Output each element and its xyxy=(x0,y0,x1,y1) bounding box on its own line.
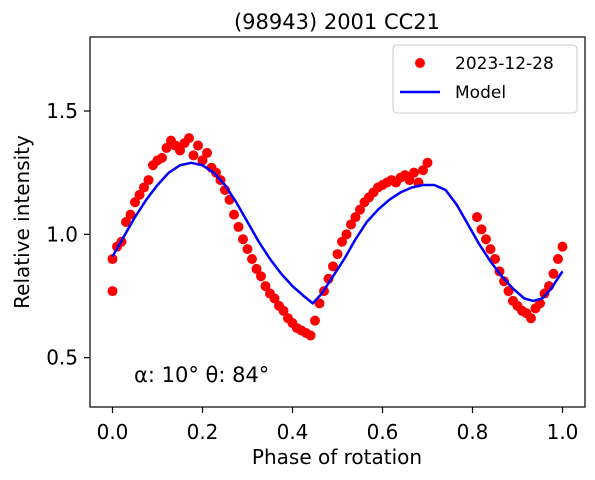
data-point-4 xyxy=(121,217,131,227)
data-point-74 xyxy=(481,234,491,245)
data-point-72 xyxy=(472,212,482,223)
data-point-56 xyxy=(355,204,365,215)
data-point-16 xyxy=(175,145,185,156)
data-point-20 xyxy=(193,140,203,151)
data-point-71 xyxy=(422,157,433,168)
data-point-28 xyxy=(229,209,239,220)
data-point-47 xyxy=(314,298,325,309)
data-point-91 xyxy=(557,241,568,252)
data-point-67 xyxy=(404,175,415,186)
data-point-50 xyxy=(328,261,338,272)
data-point-51 xyxy=(332,249,343,260)
data-point-33 xyxy=(251,263,262,274)
x-tick-label-1: 0.2 xyxy=(187,420,219,444)
x-tick-label-3: 0.6 xyxy=(367,420,399,444)
model-line xyxy=(111,161,564,305)
data-point-89 xyxy=(548,268,559,279)
y-axis: 0.5 1.0 1.5 xyxy=(46,99,90,370)
data-point-30 xyxy=(238,234,248,245)
x-axis: 0.0 0.2 0.4 0.6 0.8 1.0 xyxy=(97,407,579,444)
data-point-37 xyxy=(269,293,280,304)
data-point-73 xyxy=(476,224,487,235)
data-point-0 xyxy=(107,286,118,297)
data-point-22 xyxy=(202,147,212,158)
x-tick-label-0: 0.0 xyxy=(97,420,129,444)
data-point-68 xyxy=(409,167,419,178)
y-tick-label-1: 1.0 xyxy=(46,222,78,246)
data-point-84 xyxy=(526,313,536,324)
data-point-87 xyxy=(539,288,550,299)
data-point-46 xyxy=(310,315,320,326)
data-point-9 xyxy=(143,175,154,186)
y-tick-label-2: 1.5 xyxy=(46,99,78,123)
data-point-1 xyxy=(107,254,118,264)
data-point-78 xyxy=(499,276,509,287)
data-point-53 xyxy=(341,229,352,240)
data-point-45 xyxy=(305,330,316,341)
data-point-35 xyxy=(260,281,271,292)
legend: 2023-12-28 Model xyxy=(392,44,578,114)
legend-label-model: Model xyxy=(455,83,506,103)
data-point-34 xyxy=(256,271,266,282)
data-point-21 xyxy=(197,155,208,166)
y-axis-label: Relative intensity xyxy=(10,135,34,309)
data-point-5 xyxy=(125,209,136,220)
data-point-12 xyxy=(157,152,167,163)
data-point-7 xyxy=(134,189,145,200)
x-tick-label-4: 0.8 xyxy=(457,420,489,444)
data-point-76 xyxy=(490,254,500,264)
data-point-54 xyxy=(346,219,356,230)
data-point-13 xyxy=(161,143,172,153)
data-point-8 xyxy=(139,182,149,193)
chart-title: (98943) 2001 CC21 xyxy=(234,10,440,34)
data-point-90 xyxy=(553,254,563,264)
plot-frame xyxy=(89,36,586,408)
model-series xyxy=(111,161,564,305)
data-point-79 xyxy=(503,286,514,297)
data-point-39 xyxy=(278,305,289,316)
data-point-55 xyxy=(350,212,361,223)
legend-marker-observations xyxy=(415,58,425,68)
y-tick-label-0: 0.5 xyxy=(46,346,78,370)
angle-annotation: α: 10° θ: 84° xyxy=(134,363,269,387)
data-point-18 xyxy=(184,133,194,144)
data-point-24 xyxy=(211,167,221,178)
x-tick-label-5: 1.0 xyxy=(547,420,579,444)
data-point-32 xyxy=(247,254,257,264)
data-point-75 xyxy=(485,244,496,255)
data-point-31 xyxy=(242,244,253,255)
data-point-19 xyxy=(188,150,199,161)
x-axis-label: Phase of rotation xyxy=(252,445,422,469)
data-point-52 xyxy=(337,236,347,247)
data-point-29 xyxy=(233,221,244,232)
data-point-70 xyxy=(418,165,428,176)
legend-box xyxy=(392,44,578,114)
legend-label-observations: 2023-12-28 xyxy=(455,54,554,74)
x-tick-label-2: 0.4 xyxy=(277,420,309,444)
data-point-6 xyxy=(130,197,140,208)
